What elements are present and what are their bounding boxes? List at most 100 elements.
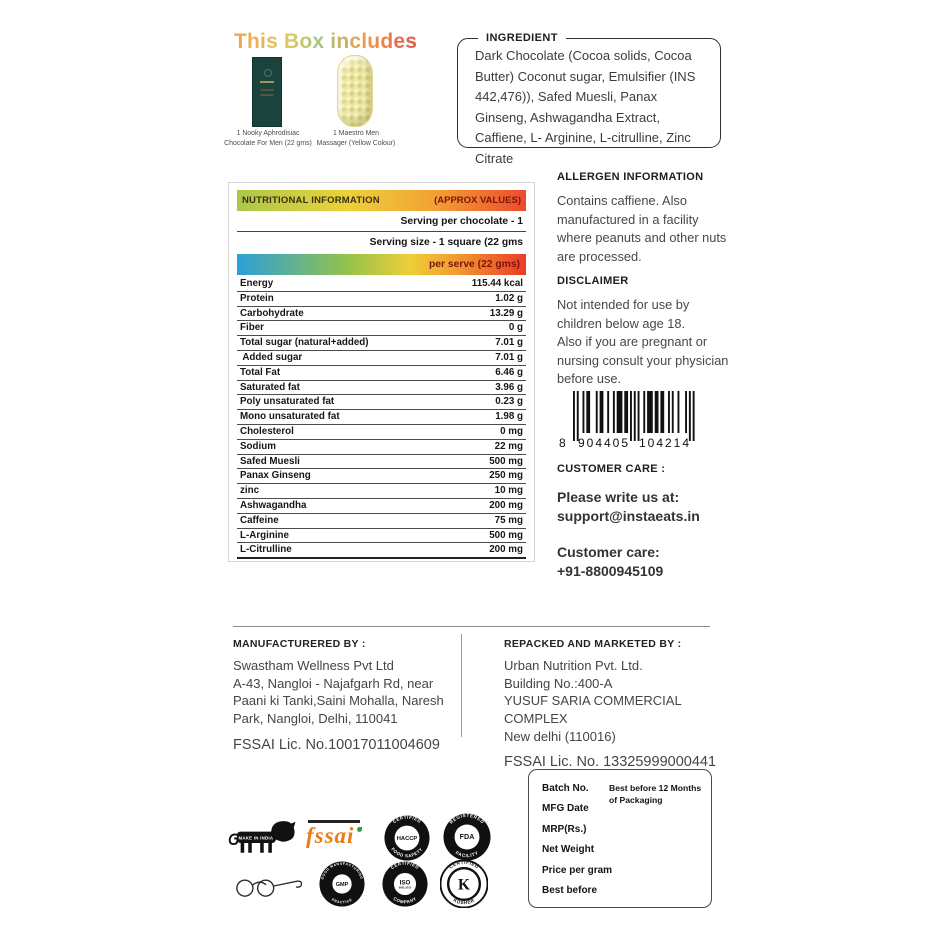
barcode-svg: 8 904405 104214 [559,391,695,450]
svg-text:GMP: GMP [336,882,349,888]
nutrition-row: Cholesterol 0 mg [237,425,526,440]
nutrient-value: 250 mg [489,470,523,482]
nutrition-row: Saturated fat 3.96 g [237,381,526,396]
svg-text:MAKE IN INDIA: MAKE IN INDIA [238,836,273,841]
batch-info-box: Batch No. MFG Date MRP(Rs.) Net Weight Price… [528,769,712,908]
make-in-india-logo: MAKE IN INDIA [226,816,302,858]
serving-size: Serving size - 1 square (22 gms [369,236,523,248]
fssai-leaf-icon [357,827,362,832]
fda-badge-icon: REGISTERED FACILITY FDA [443,813,491,861]
nutrition-row: Protein 1.02 g [237,292,526,307]
batch-field-label: Price per gram [542,864,613,876]
svg-text:FACILITY: FACILITY [455,850,479,858]
nutrition-row: Total sugar (natural+added) 7.01 g [237,336,526,351]
nutrient-value: 1.02 g [495,292,523,304]
nutrition-row: Poly unsaturated fat 0.23 g [237,395,526,411]
nutrition-row: zinc 10 mg [237,484,526,499]
nutrient-value: 7.01 g [495,337,523,349]
batch-labels: Batch No. MFG Date MRP(Rs.) Net Weight Price… [542,783,711,896]
allergen-text: Contains caffiene. Also manufactured in … [557,193,727,264]
disclaimer-section: DISCLAIMER Not intended for use by child… [557,275,737,389]
nutrient-label: Fiber [240,322,264,334]
nutrient-value: 10 mg [494,485,523,497]
massager-caption: 1 Maestro Men Massager (Yellow Colour) [316,130,396,148]
svg-text:COMPANY: COMPANY [392,896,417,905]
fssai-logo-text: fssai [306,822,355,848]
nutrient-label: Panax Ginseng [240,470,311,482]
per-serve-bar: per serve (22 gms) [237,254,526,275]
nutrient-label: Caffeine [240,514,279,526]
nutrient-label: L-Arginine [240,529,289,541]
customer-care-section: CUSTOMER CARE : Please write us at: supp… [557,463,700,581]
nutrition-row: L-Citrulline 200 mg [237,543,526,560]
manufactured-fssai-license: FSSAI Lic. No.10017011004609 [233,736,440,753]
nutrient-label: Saturated fat [240,381,300,393]
svg-text:KOSHER: KOSHER [453,897,476,905]
svg-text:K: K [458,876,470,893]
nutrient-value: 0.23 g [495,396,523,408]
nutrient-value: 7.01 g [495,351,523,363]
svg-text:904405: 904405 [578,436,630,450]
spectacles-icon [231,869,311,903]
iso-badge-icon: CERTIFIED COMPANY ISO 9001:2015 [382,861,428,907]
allergen-section: ALLERGEN INFORMATION Contains caffiene. … [557,171,729,266]
nutrient-label: Ashwagandha [240,499,307,511]
haccp-badge-icon: CERTIFIED FOOD SAFETY HACCP [384,815,430,861]
footer-divider [233,626,710,627]
svg-text:PRACTICE: PRACTICE [331,898,353,905]
kosher-badge-icon: CERTIFIED KOSHER K [440,860,488,908]
fssai-logo: fssai [306,820,370,854]
allergen-title: ALLERGEN INFORMATION [557,171,704,183]
nutrient-value: 115.44 kcal [471,278,523,289]
ingredient-box: INGREDIENT Dark Chocolate (Cocoa solids,… [457,32,721,166]
svg-text:8: 8 [559,436,566,450]
disclaimer-text: Not intended for use by children below a… [557,297,729,387]
nutrient-value: 6.46 g [495,366,523,378]
nutrient-label: Mono unsaturated fat [240,411,340,423]
nutrition-row: Total Fat 6.46 g [237,366,526,381]
nutrient-label: Carbohydrate [240,307,304,319]
nutrition-row: Caffeine 75 mg [237,514,526,529]
nutrition-row: L-Arginine 500 mg [237,529,526,544]
nutrient-value: 75 mg [494,514,523,526]
nutrition-row: Panax Ginseng 250 mg [237,469,526,485]
nutrient-value: 13.29 g [489,307,523,319]
serving-per-chocolate: Serving per chocolate - 1 [237,211,526,232]
nutrient-label: Total Fat [240,366,281,378]
svg-text:CERTIFIED: CERTIFIED [390,861,420,870]
nutrient-label: Energy [240,278,274,289]
manufactured-by-section: MANUFACTURERED BY : Swastham Wellness Pv… [233,638,457,753]
nutrient-label: Protein [240,292,274,304]
fssai-logo-bar [308,820,360,823]
nutrition-row: Fiber 0 g [237,321,526,337]
svg-text:FDA: FDA [460,832,475,841]
svg-text:CERTIFIED: CERTIFIED [392,815,422,824]
chocolate-box-image [252,57,282,127]
svg-text:HACCP: HACCP [397,836,418,842]
nutrient-value: 0 g [508,322,523,334]
batch-field-label: Best before [542,884,598,896]
nutrient-label: zinc [240,485,260,497]
ingredient-label: INGREDIENT [486,32,558,44]
svg-text:104214: 104214 [639,436,691,450]
nutrient-label: Total sugar (natural+added) [240,337,369,349]
manufactured-by-title: MANUFACTURERED BY : [233,638,366,650]
repacked-by-address: Urban Nutrition Pvt. Ltd. Building No.:4… [504,658,682,744]
ingredient-text: Dark Chocolate (Cocoa solids, Cocoa Butt… [475,48,696,166]
nutrition-row: Added sugar 7.01 g [237,351,526,366]
disclaimer-title: DISCLAIMER [557,275,629,287]
nutrition-row: Mono unsaturated fat 1.98 g [237,410,526,425]
customer-care-email: Please write us at: support@instaeats.in [557,489,700,524]
nutrition-row: Energy 115.44 kcal [237,277,526,292]
repacked-by-section: REPACKED AND MARKETED BY : Urban Nutriti… [504,638,740,770]
manufactured-by-address: Swastham Wellness Pvt Ltd A-43, Nangloi … [233,658,444,727]
gmp-badge-icon: GOOD MANUFACTURING PRACTICE GMP [319,861,365,907]
batch-field-label: Net Weight [542,844,595,856]
nutrient-value: 0 mg [500,425,523,437]
nutrient-label: Safed Muesli [240,455,300,467]
barcode: 8 904405 104214 [555,389,705,451]
nutrient-value: 500 mg [489,455,523,467]
nutrient-label: Added sugar [240,351,303,363]
nutrient-value: 500 mg [489,529,523,541]
